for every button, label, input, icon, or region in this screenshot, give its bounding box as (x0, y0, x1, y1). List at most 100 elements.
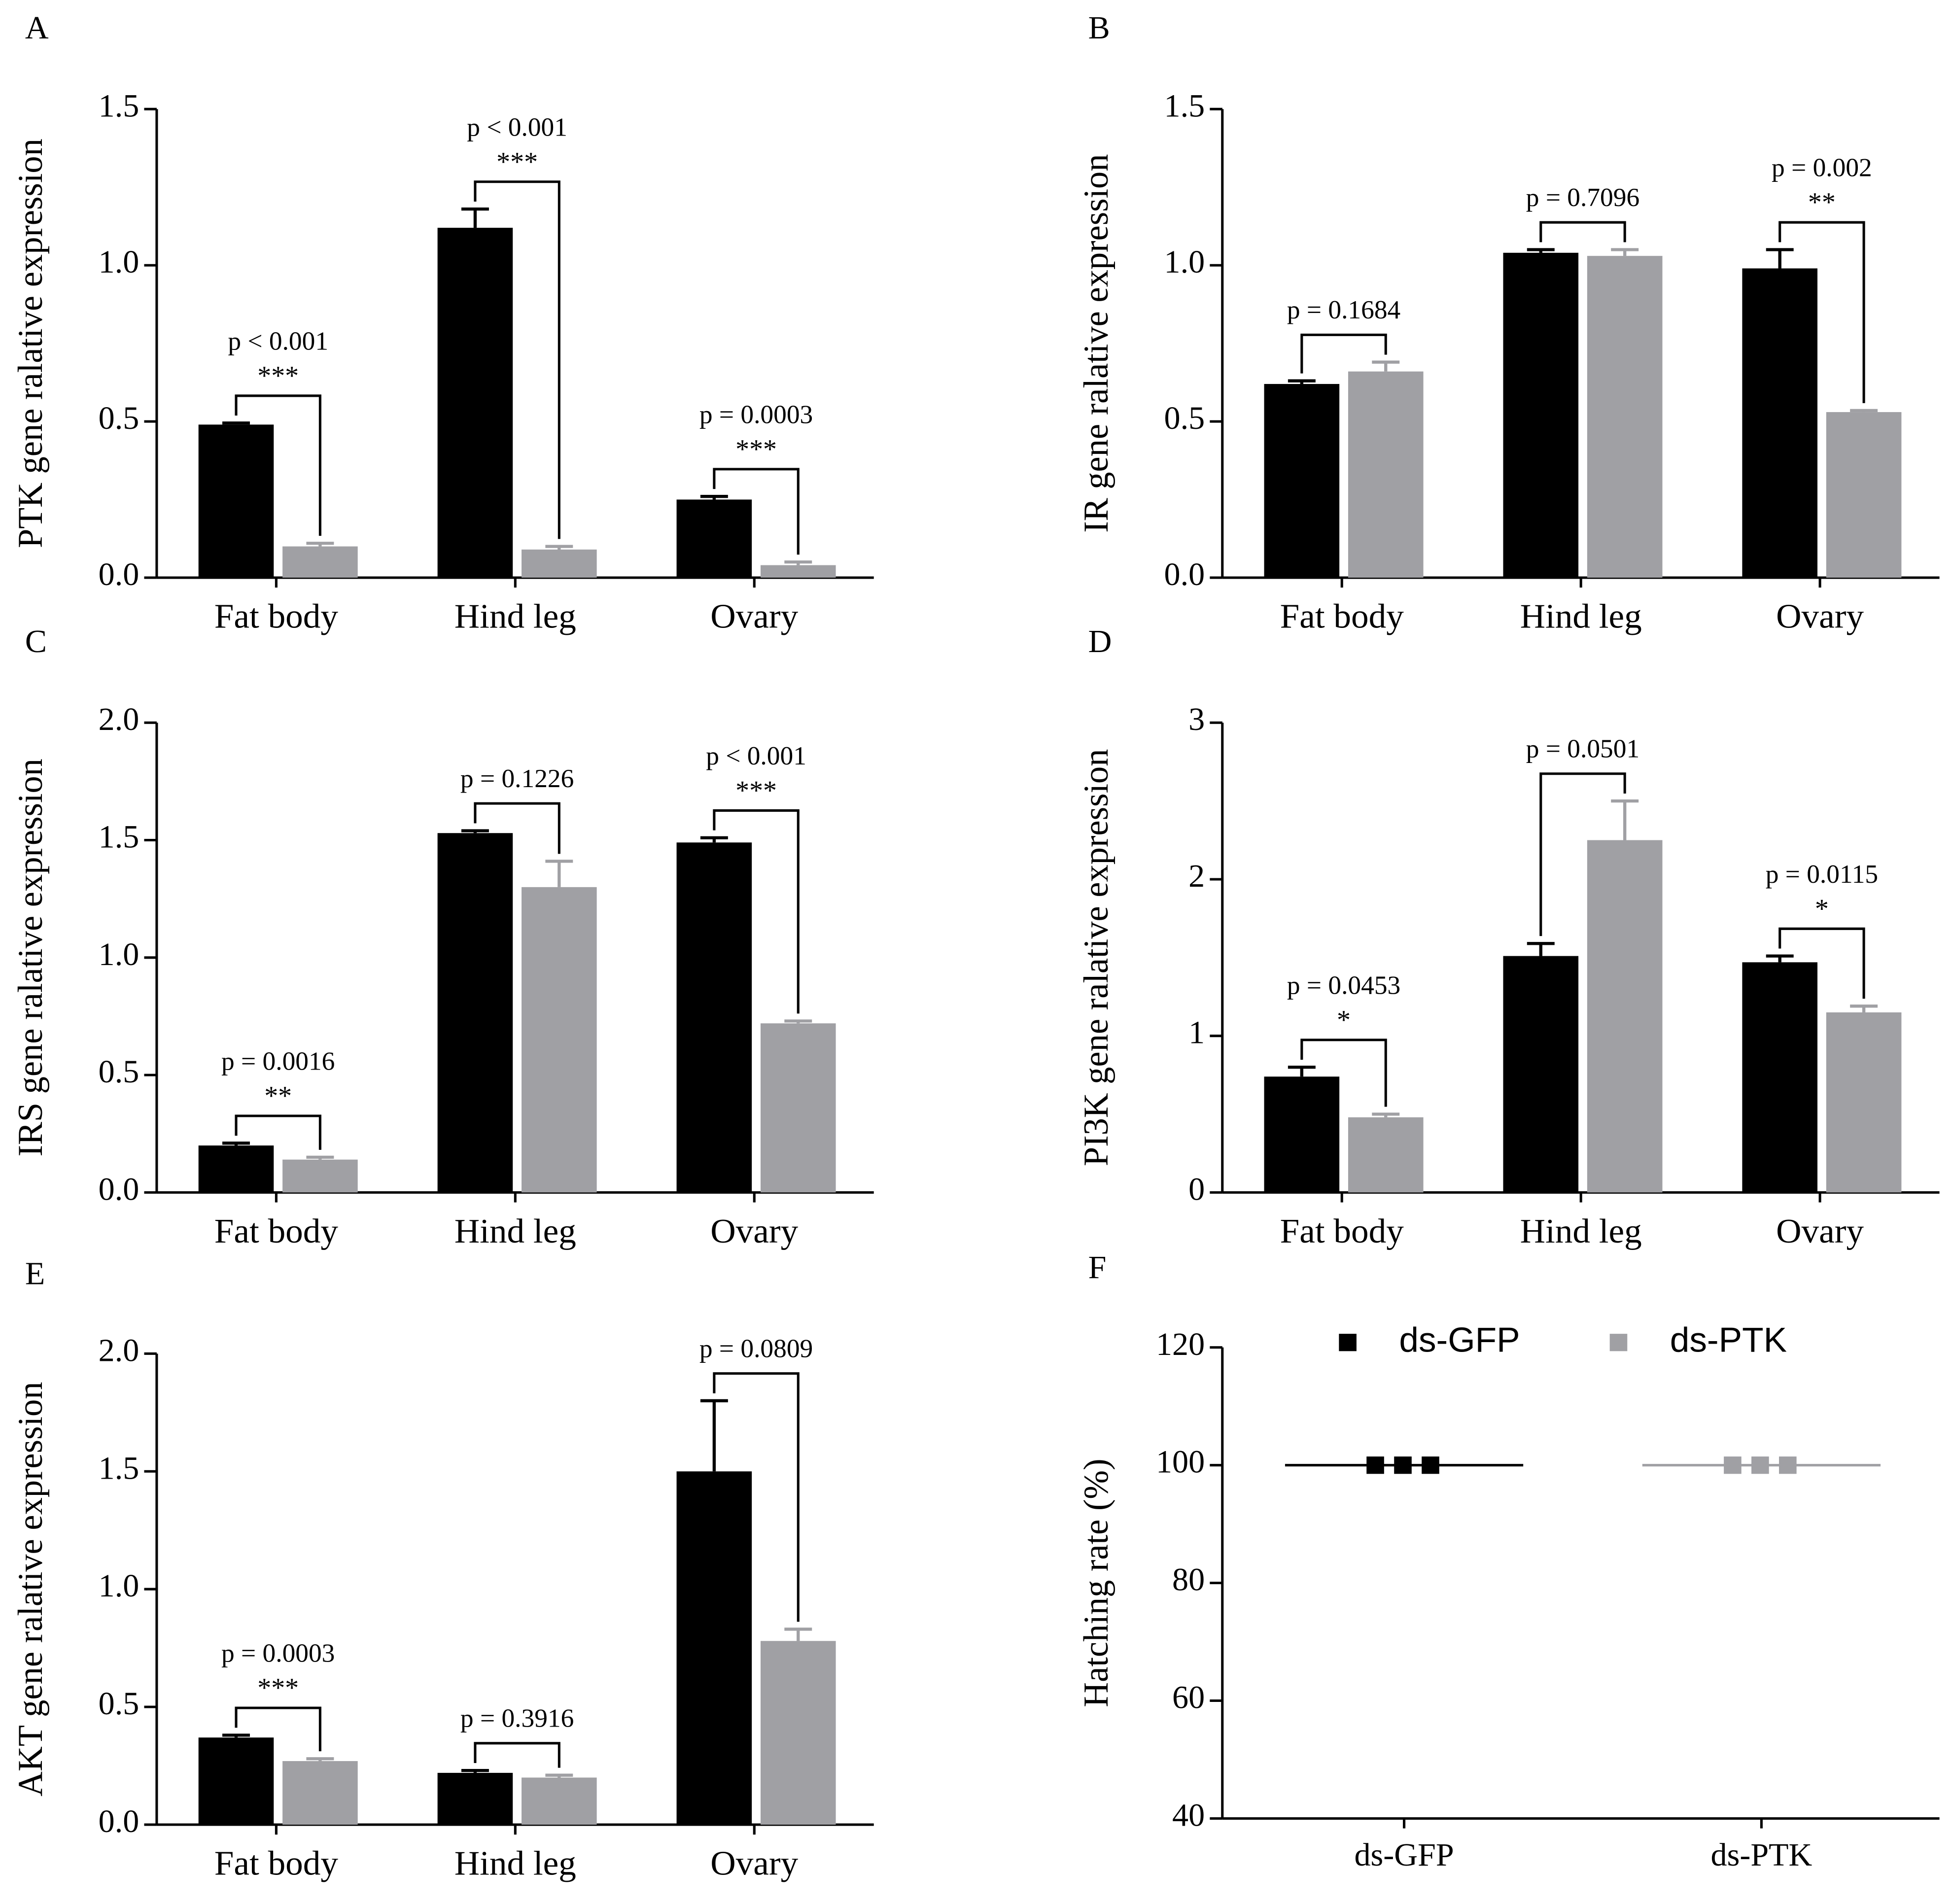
error-bar (784, 1627, 812, 1641)
y-tick-label: 1.5 (1164, 88, 1205, 124)
significance-stars: * (1815, 894, 1829, 924)
bar (1826, 412, 1902, 578)
p-value: p < 0.001 (706, 742, 806, 770)
legend-swatch (1609, 1334, 1628, 1351)
bar (676, 1471, 752, 1825)
significance-stars: *** (735, 434, 777, 465)
p-value: p = 0.0115 (1766, 860, 1878, 889)
significance-bracket (235, 1706, 321, 1752)
error-bar (1288, 1066, 1316, 1077)
bar (198, 1145, 274, 1193)
p-value: p = 0.1684 (1287, 296, 1400, 324)
error-bar (1611, 248, 1639, 256)
significance-stars: ** (264, 1081, 292, 1111)
error-bar (1288, 379, 1316, 384)
y-tick-label: 1.0 (1164, 244, 1205, 280)
significance-bracket (1539, 221, 1626, 242)
error-bar (545, 1773, 573, 1778)
bar (676, 499, 752, 578)
y-axis-label: PTK gene ralative expression (11, 138, 50, 548)
y-tick-label: 0.5 (99, 1686, 139, 1722)
p-value: p = 0.0453 (1287, 971, 1400, 1000)
significance-bracket (713, 809, 800, 1014)
y-tick-label: 0.5 (1164, 400, 1205, 436)
legend-swatch (1339, 1334, 1357, 1351)
y-tick-label: 100 (1156, 1444, 1205, 1480)
data-point (1779, 1456, 1797, 1474)
y-axis-label: IRS gene ralative expression (11, 759, 50, 1156)
y-tick-label: 80 (1172, 1562, 1205, 1598)
significance-bracket (1778, 221, 1865, 403)
y-tick-label: 0.0 (99, 1803, 139, 1839)
data-point (1422, 1456, 1439, 1474)
bar (760, 1023, 836, 1193)
bar (760, 565, 836, 578)
bar (1742, 962, 1818, 1193)
error-bar (461, 207, 489, 228)
error-bar (1372, 360, 1400, 372)
bar (676, 842, 752, 1193)
bar (1503, 252, 1579, 578)
y-tick-label: 0.0 (99, 1172, 139, 1208)
significance-bracket (1300, 1039, 1387, 1107)
significance-stars: *** (496, 147, 538, 177)
bar (1826, 1012, 1902, 1193)
significance-bracket (1539, 772, 1626, 936)
significance-stars: *** (735, 775, 777, 806)
y-tick-label: 1.5 (99, 88, 139, 124)
bar (437, 833, 513, 1193)
bar (437, 228, 513, 578)
panel-label: D (1088, 623, 1112, 659)
significance-stars: *** (257, 361, 299, 391)
significance-bracket (713, 468, 800, 555)
significance-bracket (474, 1742, 560, 1768)
bar (522, 1777, 597, 1825)
x-tick-label: Hind leg (454, 1212, 576, 1250)
panel-label: E (25, 1256, 45, 1292)
bar (282, 546, 358, 578)
significance-stars: ** (1808, 187, 1836, 218)
y-tick-label: 2 (1188, 858, 1205, 894)
y-tick-label: 1.0 (99, 1568, 139, 1604)
bar (1587, 840, 1663, 1193)
bar (1348, 1117, 1424, 1193)
y-tick-label: 3 (1188, 702, 1205, 738)
y-tick-label: 1.0 (99, 936, 139, 972)
x-tick-label: Hind leg (1520, 1212, 1642, 1250)
panel-label: F (1088, 1249, 1107, 1285)
bar (198, 424, 274, 578)
y-tick-label: 1.0 (99, 244, 139, 280)
y-tick-label: 0 (1188, 1172, 1205, 1208)
y-axis-label: AKT gene ralative expression (11, 1382, 50, 1797)
error-bar (700, 836, 728, 843)
y-axis-label: IR gene ralative expression (1077, 154, 1115, 533)
significance-bracket (474, 180, 560, 539)
error-bar (306, 1757, 334, 1762)
bar (1742, 268, 1818, 578)
p-value: p = 0.0501 (1526, 735, 1639, 763)
significance-bracket (235, 1114, 321, 1150)
error-bar (784, 560, 812, 565)
x-tick-label: Hind leg (1520, 597, 1642, 636)
data-point (1751, 1456, 1769, 1474)
p-value: p = 0.3916 (460, 1704, 574, 1733)
p-value: p = 0.0003 (699, 401, 813, 429)
p-value: p = 0.7096 (1526, 183, 1639, 212)
y-tick-label: 0.0 (1164, 556, 1205, 592)
error-bar (545, 545, 573, 550)
significance-bracket (713, 1372, 800, 1622)
error-bar (1766, 954, 1794, 963)
error-bar (700, 1399, 728, 1472)
x-tick-label: Fat body (214, 1212, 339, 1250)
panel-label: B (1088, 10, 1110, 46)
y-tick-label: 1 (1188, 1015, 1205, 1051)
significance-bracket (474, 802, 560, 854)
y-tick-label: 2.0 (99, 702, 139, 738)
error-bar (1372, 1112, 1400, 1117)
bar (282, 1761, 358, 1825)
error-bar (1850, 409, 1878, 413)
significance-stars: * (1337, 1005, 1351, 1036)
data-point (1394, 1456, 1412, 1474)
